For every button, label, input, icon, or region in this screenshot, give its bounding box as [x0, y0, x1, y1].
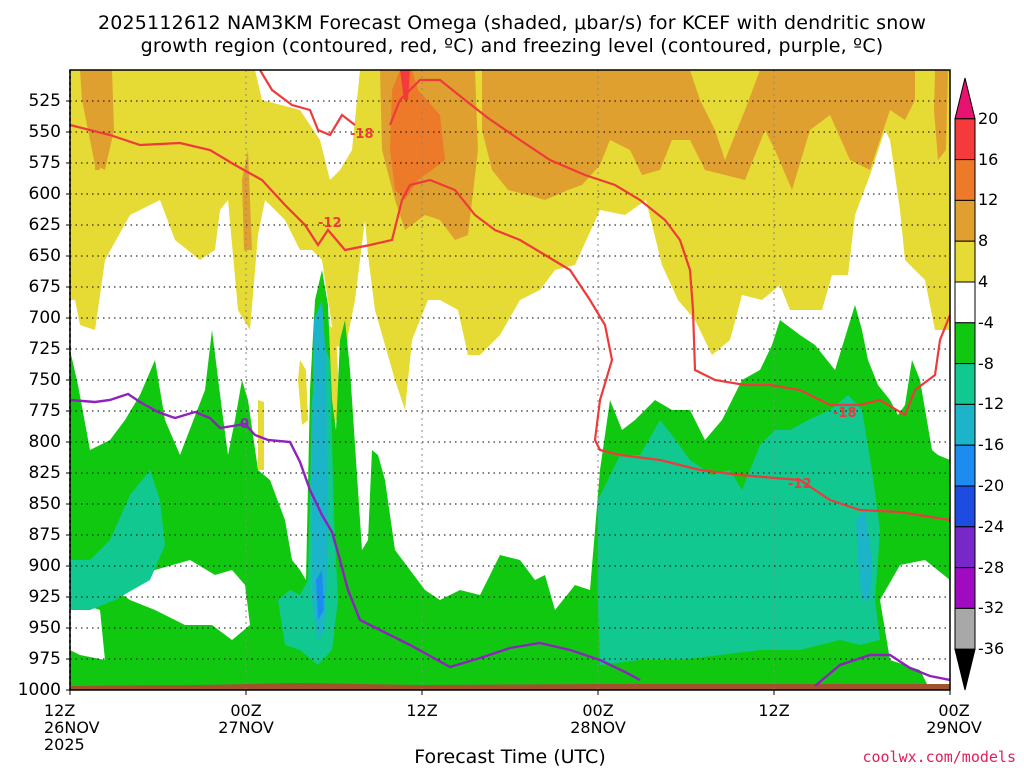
plot-area: [70, 70, 950, 690]
y-tick-label: 625: [28, 215, 61, 235]
colorbar-swatch: [954, 403, 976, 446]
x-tick-label: 12Z: [44, 701, 76, 720]
colorbar-label: 16: [978, 149, 999, 169]
terrain: [70, 683, 950, 690]
omega-region-ascent-moderate: [70, 470, 165, 610]
omega-region-neutral-gap-3: [880, 560, 950, 690]
x-tick-label: 00Z: [938, 701, 970, 720]
y-tick-label: 800: [28, 432, 61, 452]
y-tick-label: 525: [28, 91, 61, 111]
x-tick-label: 26NOV: [44, 718, 100, 737]
colorbar-label: 20: [978, 108, 999, 128]
colorbar-swatch: [954, 363, 976, 405]
isotherm-minus-18-upper: [70, 123, 950, 522]
colorbar-swatch: [954, 240, 976, 283]
x-tick-label: 12Z: [758, 701, 790, 720]
y-tick-label: 700: [28, 308, 61, 328]
omega-region-ascent-strong-2: [856, 510, 872, 600]
x-tick-label: 2025: [44, 735, 85, 754]
contour-label-minus-12-b: -12: [788, 477, 812, 492]
y-tick-label: 550: [28, 122, 61, 142]
x-tick-label: 29NOV: [926, 718, 982, 737]
colorbar-swatch: [954, 281, 976, 324]
y-tick-label: 900: [28, 556, 61, 576]
y-tick-label: 650: [28, 246, 61, 266]
colorbar-label: -12: [978, 394, 1005, 414]
omega-region-descent-weak-2: [258, 325, 340, 470]
y-tick-label: 925: [28, 587, 61, 607]
x-tick-label: 27NOV: [218, 718, 274, 737]
colorbar-swatch: [954, 444, 976, 487]
colorbar-swatch: [954, 159, 976, 201]
contour-label-minus-18-b: -18: [833, 406, 857, 421]
colorbar-swatch: [954, 322, 976, 365]
colorbar: [954, 77, 976, 691]
colorbar-swatch: [954, 77, 976, 120]
contour-label-minus-18-a: -18: [350, 127, 374, 142]
grid-vertical: [245, 70, 775, 690]
y-tick-label: 775: [28, 401, 61, 421]
grid-horizontal: [70, 100, 950, 690]
colorbar-label: 12: [978, 190, 999, 210]
y-tick-label: 825: [28, 463, 61, 483]
isotherm-minus-18-lower: [388, 78, 950, 417]
contour-label-minus-12-a: -12: [318, 216, 342, 231]
colorbar-label: -16: [978, 435, 1005, 455]
x-axis-title: Forecast Time (UTC): [414, 746, 606, 768]
y-tick-label: 975: [28, 649, 61, 669]
y-tick-label: 850: [28, 494, 61, 514]
colorbar-label: -4: [978, 312, 994, 332]
y-tick-label: 725: [28, 339, 61, 359]
chart-title-line2: growth region (contoured, red, ºC) and f…: [140, 35, 884, 57]
y-tick-label: 675: [28, 277, 61, 297]
colorbar-label: -36: [978, 639, 1005, 659]
contour-label-freezing: 0: [240, 417, 249, 432]
colorbar-label: -32: [978, 598, 1005, 618]
y-tick-label: 600: [28, 184, 61, 204]
omega-region-descent-moderate: [482, 70, 915, 200]
colorbar-swatch: [954, 485, 976, 528]
freezing-level-line: [70, 392, 950, 687]
omega-region-neutral-gap-2: [70, 600, 105, 660]
x-tick-label: 00Z: [582, 701, 614, 720]
omega-region-ascent-strongest: [316, 570, 324, 620]
y-tick-label: 750: [28, 370, 61, 390]
y-tick-label: 1000: [17, 680, 61, 700]
colorbar-swatch: [954, 526, 976, 569]
colorbar-swatch: [954, 648, 976, 691]
colorbar-swatch: [954, 607, 976, 650]
colorbar-label: -8: [978, 353, 994, 373]
y-tick-label: 875: [28, 525, 61, 545]
colorbar-label: -20: [978, 476, 1005, 495]
chart-title-line1: 2025112612 NAM3KM Forecast Omega (shaded…: [97, 12, 927, 34]
credit-text[interactable]: coolwx.com/models: [862, 748, 1016, 766]
colorbar-swatch: [954, 199, 976, 242]
isotherm-minus-12-upper: [259, 70, 356, 137]
colorbar-label: -24: [978, 516, 1005, 536]
omega-region-ascent-strong: [312, 300, 328, 640]
y-tick-label: 950: [28, 618, 61, 638]
omega-region-descent-strong: [390, 70, 445, 200]
y-ticks: [66, 100, 70, 691]
x-ticks: [69, 690, 951, 695]
x-tick-label: 00Z: [230, 701, 262, 720]
colorbar-label: 8: [978, 231, 989, 251]
y-tick-label: 575: [28, 153, 61, 173]
x-tick-label: 12Z: [406, 701, 438, 720]
x-tick-label: 28NOV: [570, 718, 626, 737]
colorbar-swatch: [954, 567, 976, 609]
colorbar-swatch: [954, 118, 976, 161]
colorbar-label: -28: [978, 557, 1005, 577]
colorbar-label: 4: [978, 272, 989, 291]
